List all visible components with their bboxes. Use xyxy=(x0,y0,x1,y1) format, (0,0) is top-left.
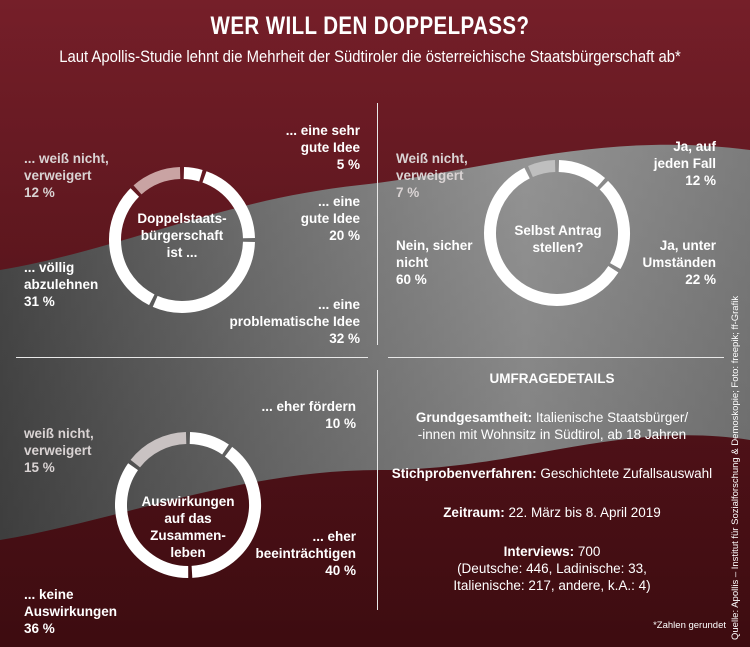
details-label: Zeitraum: xyxy=(443,505,505,520)
slice-label: Ja, auf jeden Fall xyxy=(653,139,716,171)
details-value: Geschichtete Zufallsauswahl xyxy=(540,466,713,481)
slice-value: 20 % xyxy=(329,228,360,243)
details-interviews: Interviews: 700 (Deutsche: 446, Ladinisc… xyxy=(384,543,720,594)
slice-value: 22 % xyxy=(685,272,716,287)
details-stichprobe: Stichprobenverfahren: Geschichtete Zufal… xyxy=(384,465,720,482)
slice-value: 10 % xyxy=(325,416,356,431)
chart1-slice-5 xyxy=(133,167,181,195)
slice-value: 12 % xyxy=(685,173,716,188)
survey-details: UMFRAGEDETAILS Grundgesamtheit: Italieni… xyxy=(384,370,720,594)
slice-label: ... eher beeinträchtigen xyxy=(255,529,356,561)
chart1-center-label: Doppelstaats- bürgerschaft ist ... xyxy=(137,211,227,260)
slice-label: ... keine Auswirkungen xyxy=(24,587,118,619)
chart3-label-keine: ... keine Auswirkungen 36 % xyxy=(24,586,134,637)
divider-vertical xyxy=(377,370,378,610)
slice-value: 31 % xyxy=(24,294,55,309)
slice-value: 15 % xyxy=(24,460,55,475)
chart2-slice-1 xyxy=(558,160,606,188)
chart3-slice-2 xyxy=(191,446,261,578)
page-title: WER WILL DEN DOPPELPASS? xyxy=(210,12,530,40)
slice-label: weiß nicht, verweigert xyxy=(24,426,94,458)
details-label: Interviews: xyxy=(503,544,575,559)
chart3-slice-3 xyxy=(115,463,189,579)
chart1-slice-3 xyxy=(152,241,255,313)
divider-horizontal xyxy=(388,357,724,358)
slice-label: ... eine problematische Idee xyxy=(229,297,360,329)
chart2-label-nein: Nein, sicher nicht 60 % xyxy=(396,237,506,288)
chart3-label-beeintraechtigen: ... eher beeinträchtigen 40 % xyxy=(240,528,356,579)
chart3-label-foerdern: ... eher fördern 10 % xyxy=(240,398,356,432)
slice-label: ... weiß nicht, verweigert xyxy=(24,151,109,183)
details-zeitraum: Zeitraum: 22. März bis 8. April 2019 xyxy=(384,504,720,521)
chart2-label-ja-umstaenden: Ja, unter Umständen 22 % xyxy=(600,237,716,288)
chart2-center-label: Selbst Antrag stellen? xyxy=(514,223,602,255)
details-value: 700 xyxy=(577,544,601,559)
details-label: Stichprobenverfahren: xyxy=(391,466,537,481)
chart2-slice-3 xyxy=(484,167,619,306)
chart2-slice-2 xyxy=(599,180,630,270)
details-breakdown: (Deutsche: 446, Ladinische: 33, Italieni… xyxy=(453,561,651,593)
chart1-label-ablehnen: ... völlig abzulehnen 31 % xyxy=(24,259,134,310)
chart3-slice-4 xyxy=(130,432,187,468)
source-credit: Quelle: Apollis – Institut für Sozialfor… xyxy=(730,295,741,640)
details-label: Grundgesamtheit: xyxy=(415,410,533,425)
slice-label: Nein, sicher nicht xyxy=(396,238,473,270)
chart2-label-ja-jeden-fall: Ja, auf jeden Fall 12 % xyxy=(600,138,716,189)
footnote: *Zahlen gerundet xyxy=(653,620,726,631)
chart1-slice-2 xyxy=(202,171,255,239)
chart1-label-problematisch: ... eine problematische Idee 32 % xyxy=(220,296,360,347)
slice-value: 5 % xyxy=(336,157,360,172)
slice-label: ... eine sehr gute Idee xyxy=(285,123,360,155)
divider-vertical xyxy=(377,103,378,345)
slice-value: 7 % xyxy=(396,185,420,200)
chart3-slice-1 xyxy=(189,432,229,455)
details-grundgesamtheit: Grundgesamtheit: Italienische Staatsbürg… xyxy=(384,409,720,443)
slice-label: Weiß nicht, verweigert xyxy=(396,151,468,183)
page-subtitle: Laut Apollis-Studie lehnt die Mehrheit d… xyxy=(59,48,681,66)
chart1-label-sehr-gut: ... eine sehr gute Idee 5 % xyxy=(250,122,360,173)
slice-label: ... völlig abzulehnen xyxy=(24,260,99,292)
slice-value: 40 % xyxy=(325,563,356,578)
slice-label: ... eher fördern xyxy=(261,399,356,414)
details-heading: UMFRAGEDETAILS xyxy=(489,371,615,386)
slice-value: 36 % xyxy=(24,621,55,636)
slice-value: 12 % xyxy=(24,185,55,200)
slice-label: ... eine gute Idee xyxy=(300,194,360,226)
slice-value: 32 % xyxy=(329,331,360,346)
details-value: 22. März bis 8. April 2019 xyxy=(508,505,661,520)
chart3-center-label: Auswirkungen auf das Zusammen- leben xyxy=(141,494,235,560)
slice-value: 60 % xyxy=(396,272,427,287)
slice-label: Ja, unter Umständen xyxy=(642,238,716,270)
chart1-label-weiss-nicht: ... weiß nicht, verweigert 12 % xyxy=(24,150,144,201)
chart1-slice-1 xyxy=(183,167,203,182)
chart1-label-gut: ... eine gute Idee 20 % xyxy=(250,193,360,244)
divider-horizontal xyxy=(16,357,368,358)
details-value: Italienische Staatsbürger/ -innen mit Wo… xyxy=(417,410,689,442)
chart2-label-weiss-nicht: Weiß nicht, verweigert 7 % xyxy=(396,150,506,201)
chart3-label-weiss-nicht: weiß nicht, verweigert 15 % xyxy=(24,425,134,476)
chart2-slice-4 xyxy=(528,160,556,178)
chart1-slice-4 xyxy=(109,188,155,306)
